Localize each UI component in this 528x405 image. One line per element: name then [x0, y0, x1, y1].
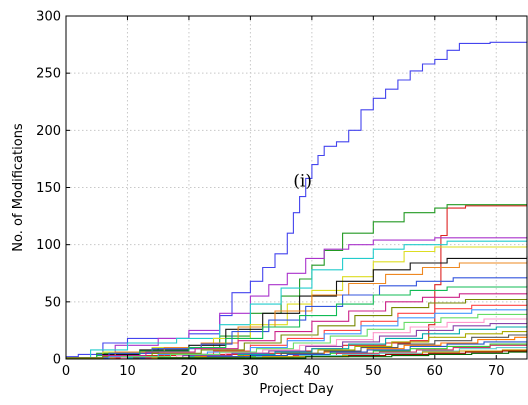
- annotation-label: (i): [293, 171, 312, 191]
- y-tick-label: 50: [44, 295, 61, 310]
- series-line-10: [66, 285, 528, 359]
- x-tick-label: 40: [304, 364, 321, 379]
- y-tick-label: 100: [36, 238, 61, 253]
- x-tick-labels: 0 10 20 30 40 50 60 70: [62, 364, 505, 379]
- series-line-11: [66, 292, 528, 359]
- y-tick-label: 0: [53, 353, 61, 368]
- series-line-9: [66, 276, 528, 359]
- series-lines: [66, 41, 528, 360]
- y-tick-labels: 0 50 100 150 200 250 300: [36, 10, 61, 368]
- series-line-4: [66, 236, 528, 359]
- series-line-15: [66, 313, 528, 360]
- x-tick-label: 20: [181, 364, 198, 379]
- x-tick-label: 0: [62, 364, 70, 379]
- series-line-16: [66, 317, 528, 360]
- annotations: (i): [293, 171, 312, 191]
- y-axis-label: No. of Modifications: [11, 123, 26, 252]
- y-tick-label: 150: [36, 181, 61, 196]
- y-tick-label: 250: [36, 67, 61, 82]
- series-line-28: [66, 351, 528, 360]
- x-tick-label: 10: [119, 364, 136, 379]
- x-axis-label: Project Day: [259, 382, 334, 397]
- y-tick-label: 300: [36, 10, 61, 25]
- series-line-17: [66, 322, 528, 360]
- series-line-19: [66, 330, 528, 360]
- series-line-12: [66, 298, 528, 359]
- series-line-1: [66, 41, 528, 358]
- x-tick-label: 70: [488, 364, 505, 379]
- x-tick-label: 30: [242, 364, 259, 379]
- x-tick-label: 60: [427, 364, 444, 379]
- series-line-14: [66, 308, 528, 360]
- x-tick-label: 50: [365, 364, 382, 379]
- tick-marks: [65, 15, 497, 360]
- series-line-5: [66, 240, 528, 359]
- y-tick-label: 200: [36, 124, 61, 139]
